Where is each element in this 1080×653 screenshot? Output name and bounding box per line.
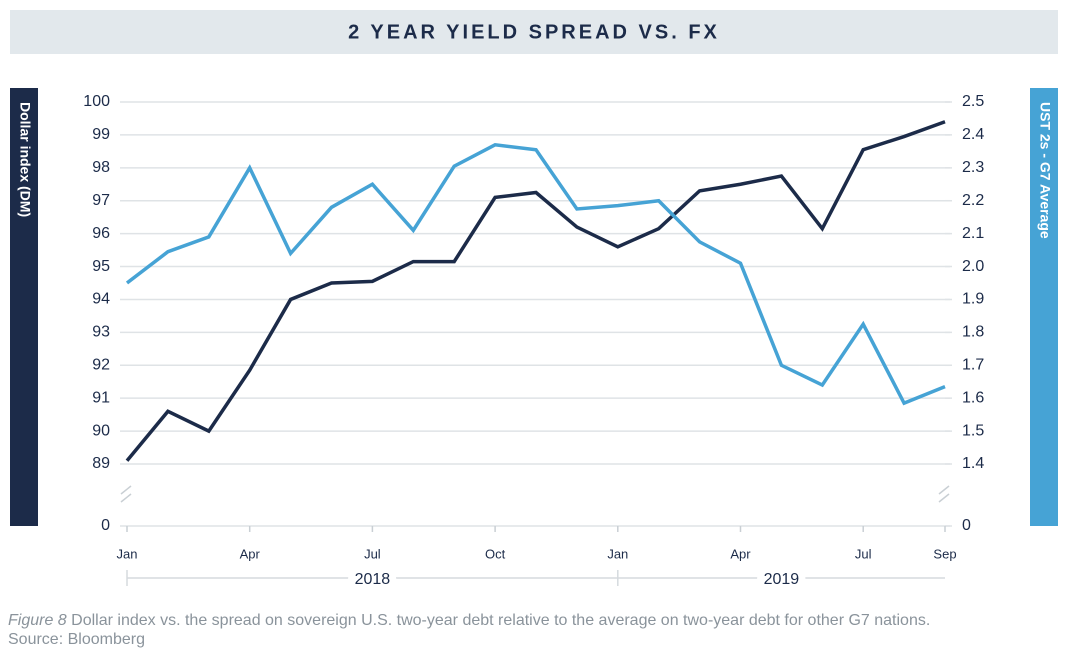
x-tick-label: Jul (364, 546, 381, 561)
source: Source: Bloomberg (8, 631, 145, 648)
chart-title: 2 YEAR YIELD SPREAD VS. FX (348, 21, 720, 43)
y2-tick-label: 1.6 (962, 389, 984, 406)
y2-axis-band (1030, 88, 1058, 526)
axis-break (120, 493, 132, 503)
y2-axis-label: UST 2s - G7 Average (1037, 102, 1053, 239)
y-tick-label: 97 (92, 192, 110, 209)
series-line (125, 120, 946, 462)
x-tick-label: Oct (485, 546, 506, 561)
y-tick-label: 0 (101, 517, 110, 534)
y-tick-label: 90 (92, 422, 110, 439)
y2-tick-label: 1.7 (962, 356, 984, 373)
title-band (10, 10, 1058, 54)
y2-tick-label: 2.4 (962, 126, 984, 143)
y2-tick-label: 1.5 (962, 422, 984, 439)
y2-tick-label: 2.1 (962, 225, 984, 242)
caption: Figure 8 Dollar index vs. the spread on … (8, 612, 930, 629)
y2-tick-label: 0 (962, 517, 971, 534)
y-tick-label: 94 (92, 291, 110, 308)
year-label: 2019 (764, 571, 800, 588)
axis-break-gap (937, 487, 953, 501)
caption-label: Figure 8 (8, 612, 67, 629)
year-label: 2018 (355, 571, 391, 588)
x-tick-label: Apr (730, 546, 751, 561)
y-tick-label: 95 (92, 258, 110, 275)
y2-tick-label: 1.8 (962, 324, 984, 341)
x-tick-label: Jan (607, 546, 628, 561)
y-tick-label: 89 (92, 455, 110, 472)
axis-break (120, 485, 132, 495)
y-axis-band (10, 88, 38, 526)
y-tick-label: 98 (92, 159, 110, 176)
caption-text: Dollar index vs. the spread on sovereign… (71, 612, 930, 629)
y-tick-label: 96 (92, 225, 110, 242)
y2-tick-label: 2.0 (962, 258, 984, 275)
x-tick-label: Sep (933, 546, 956, 561)
axis-break (938, 485, 950, 495)
y2-tick-label: 2.5 (962, 93, 984, 110)
y2-tick-label: 2.2 (962, 192, 984, 209)
x-tick-label: Apr (240, 546, 261, 561)
y-tick-label: 100 (83, 93, 110, 110)
y-tick-label: 91 (92, 389, 110, 406)
axis-break (938, 493, 950, 503)
y2-tick-label: 1.9 (962, 291, 984, 308)
series-line (125, 142, 946, 406)
y2-tick-label: 2.3 (962, 159, 984, 176)
y-tick-label: 93 (92, 324, 110, 341)
y2-tick-label: 1.4 (962, 455, 984, 472)
x-tick-label: Jan (117, 546, 138, 561)
y-tick-label: 92 (92, 356, 110, 373)
y-axis-label: Dollar index (DM) (17, 102, 33, 217)
axis-break-gap (119, 487, 135, 501)
x-tick-label: Jul (855, 546, 872, 561)
y-tick-label: 99 (92, 126, 110, 143)
